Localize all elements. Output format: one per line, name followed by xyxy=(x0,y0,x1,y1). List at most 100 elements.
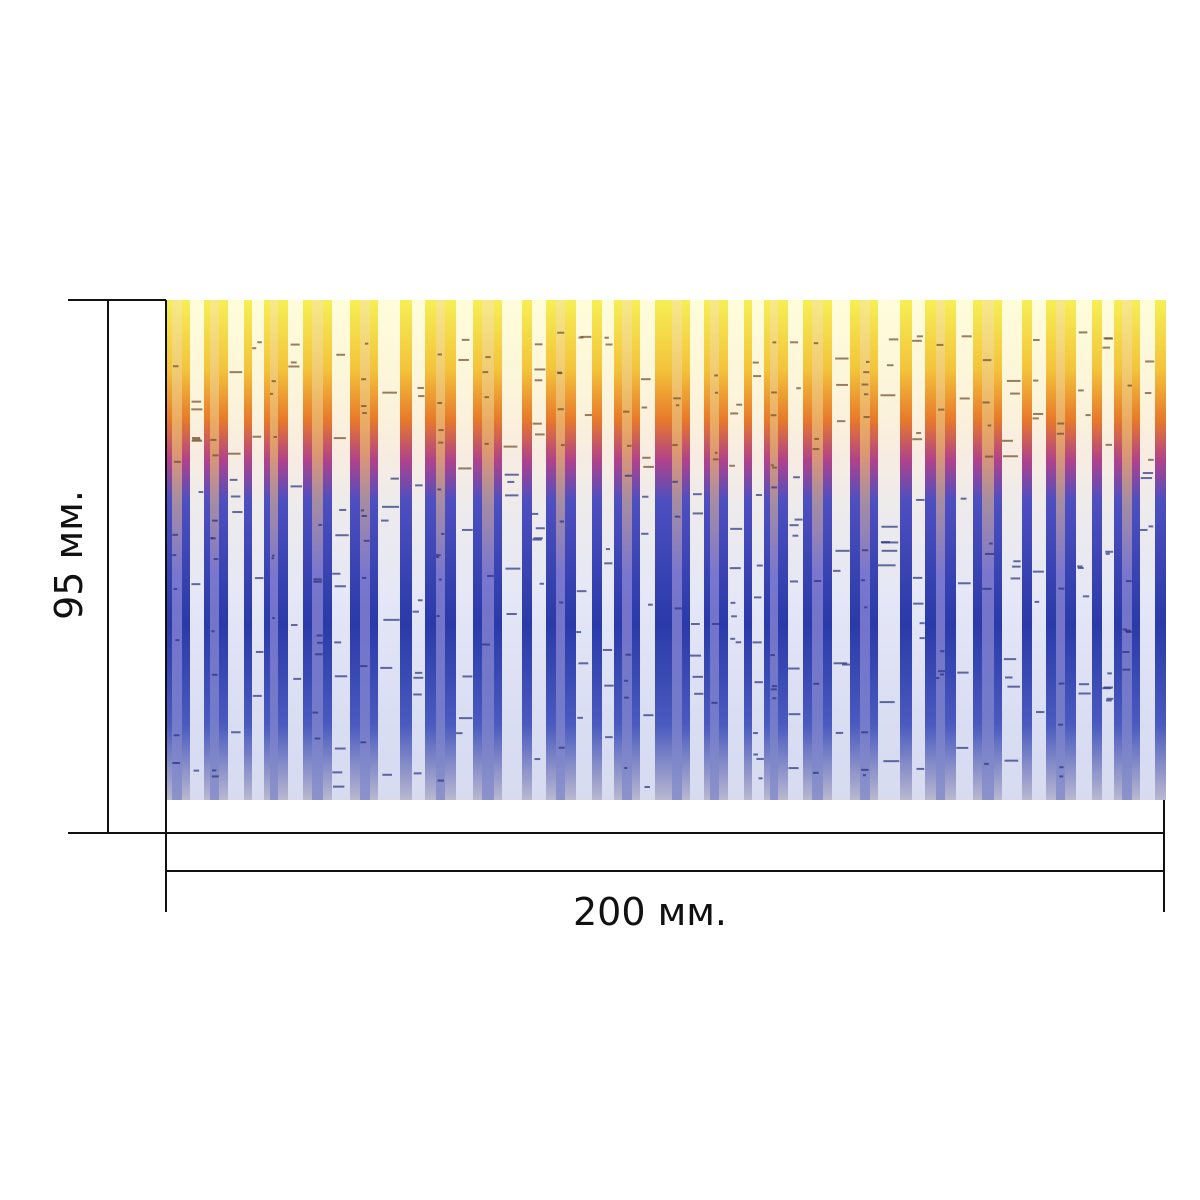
bark-mark xyxy=(437,402,443,405)
bark-mark xyxy=(793,476,800,479)
bark-mark xyxy=(691,623,700,626)
bark-mark xyxy=(604,562,613,565)
bark-mark xyxy=(315,653,323,656)
birch-trunk xyxy=(360,300,370,800)
bark-mark xyxy=(643,714,654,717)
birch-trunk xyxy=(982,300,994,800)
bark-mark xyxy=(313,580,323,583)
bark-mark xyxy=(753,732,758,735)
bark-mark xyxy=(982,359,992,362)
bark-mark xyxy=(1125,630,1132,633)
bark-mark xyxy=(752,361,759,364)
bark-mark xyxy=(788,667,800,670)
bark-mark xyxy=(938,670,945,673)
bark-mark xyxy=(1032,417,1039,420)
bark-mark xyxy=(333,785,345,788)
bark-mark xyxy=(1082,595,1090,598)
bark-mark xyxy=(505,494,519,497)
bark-mark xyxy=(576,631,582,634)
bark-mark xyxy=(730,527,743,530)
bark-mark xyxy=(503,445,518,448)
bark-mark xyxy=(771,391,777,394)
bark-mark xyxy=(960,497,967,500)
bark-mark xyxy=(332,572,341,575)
bark-mark xyxy=(212,769,217,772)
bark-mark xyxy=(605,736,613,739)
bark-mark xyxy=(956,746,969,749)
height-label: 95 мм. xyxy=(47,490,91,620)
bark-mark xyxy=(916,498,925,501)
bark-mark xyxy=(1102,687,1112,690)
bark-mark xyxy=(417,599,423,602)
bark-mark xyxy=(959,397,970,400)
bark-mark xyxy=(888,338,899,341)
bark-mark xyxy=(640,378,651,381)
birch-trunk xyxy=(332,300,350,800)
bark-mark xyxy=(675,404,680,407)
birch-trunk xyxy=(622,300,632,800)
bark-mark xyxy=(835,731,844,734)
bark-mark xyxy=(418,395,425,398)
bark-mark xyxy=(1002,439,1013,442)
bark-mark xyxy=(772,697,777,700)
bark-mark xyxy=(770,414,777,417)
birch-trunk xyxy=(956,300,973,800)
bark-mark xyxy=(886,364,894,367)
bark-mark xyxy=(1105,443,1112,446)
bark-mark xyxy=(1078,692,1091,695)
bark-mark xyxy=(252,694,262,697)
bark-mark xyxy=(333,437,346,440)
bark-mark xyxy=(382,773,392,776)
bark-mark xyxy=(437,353,442,356)
bark-mark xyxy=(252,347,257,350)
bark-mark xyxy=(270,392,274,395)
bark-mark xyxy=(881,541,899,544)
bark-mark xyxy=(1077,565,1083,568)
bark-mark xyxy=(772,341,777,344)
bark-mark xyxy=(714,451,718,454)
bark-mark xyxy=(1035,711,1045,714)
bark-mark xyxy=(272,617,275,620)
bark-mark xyxy=(1005,676,1013,679)
bark-mark xyxy=(880,394,896,397)
bark-mark xyxy=(753,375,762,378)
bark-mark xyxy=(191,408,203,411)
bark-mark xyxy=(313,578,322,581)
bark-mark xyxy=(912,438,923,441)
bark-mark xyxy=(730,601,736,604)
bark-mark xyxy=(383,618,400,621)
birch-trunk xyxy=(672,300,682,800)
bark-mark xyxy=(605,343,613,346)
bark-mark xyxy=(984,455,994,458)
bark-mark xyxy=(912,576,923,579)
bark-mark xyxy=(916,432,922,435)
bark-mark xyxy=(604,684,614,687)
bark-mark xyxy=(1078,683,1090,686)
bark-mark xyxy=(381,519,389,522)
bark-mark xyxy=(864,606,868,609)
bark-mark xyxy=(861,768,869,771)
bark-mark xyxy=(752,641,762,644)
birch-forest-panel xyxy=(166,300,1166,800)
bark-mark xyxy=(462,675,473,678)
bark-mark xyxy=(532,538,542,541)
birch-trunk xyxy=(710,300,719,800)
bark-mark xyxy=(578,336,584,339)
bark-mark xyxy=(437,779,444,782)
bark-mark xyxy=(484,442,489,445)
birch-trunk xyxy=(690,300,704,800)
birch-trunk xyxy=(556,300,565,800)
bark-mark xyxy=(532,512,539,515)
bark-mark xyxy=(865,360,870,363)
bark-mark xyxy=(984,762,989,765)
bark-mark xyxy=(534,343,543,346)
bark-mark xyxy=(604,336,609,339)
bark-mark xyxy=(813,682,820,685)
bark-mark xyxy=(863,393,869,396)
bark-mark xyxy=(560,444,565,447)
bark-mark xyxy=(1107,672,1112,675)
bark-mark xyxy=(1085,414,1091,417)
bark-mark xyxy=(191,583,201,586)
bark-mark xyxy=(228,452,241,455)
bark-mark xyxy=(794,518,803,521)
